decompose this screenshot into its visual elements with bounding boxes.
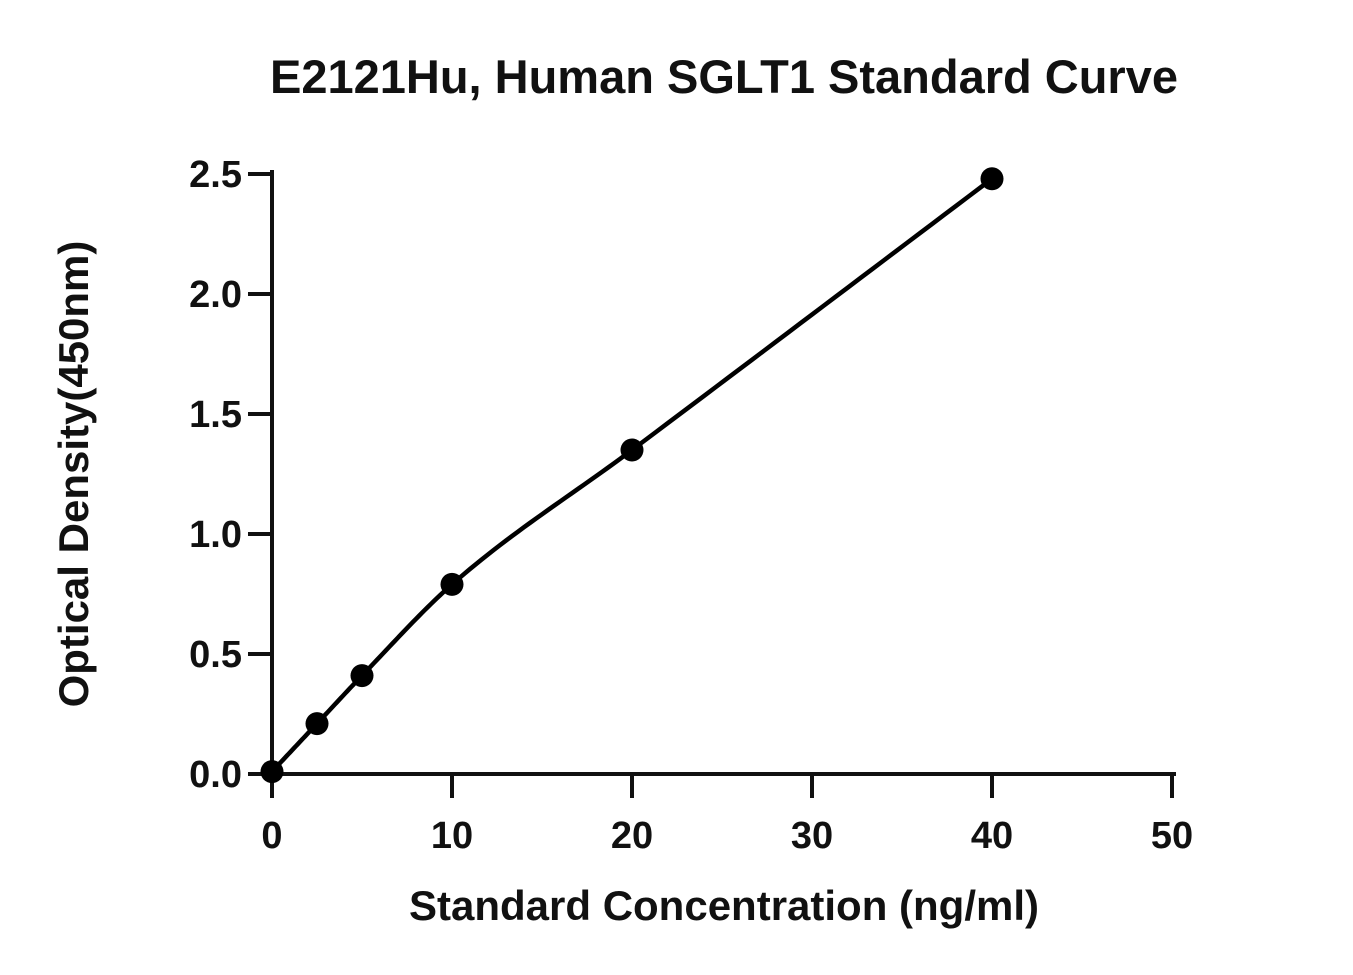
data-point xyxy=(620,438,644,462)
data-point xyxy=(440,572,464,596)
data-point xyxy=(260,760,284,784)
chart-title: E2121Hu, Human SGLT1 Standard Curve xyxy=(270,50,1178,103)
x-tick-label: 10 xyxy=(431,815,473,857)
x-tick-label: 20 xyxy=(611,815,653,857)
x-tick-label: 40 xyxy=(971,815,1013,857)
y-tick-label: 2.5 xyxy=(189,154,242,196)
x-axis: 0 10 20 30 40 50 xyxy=(261,772,1193,857)
y-tick-label: 2.0 xyxy=(189,274,242,316)
x-tick-label: 0 xyxy=(261,815,282,857)
x-tick-label: 50 xyxy=(1151,815,1193,857)
x-tick-label: 30 xyxy=(791,815,833,857)
y-tick-label: 1.0 xyxy=(189,514,242,556)
y-axis: 0.0 0.5 1.0 1.5 2.0 2.5 xyxy=(189,154,274,796)
fit-curve xyxy=(270,177,994,774)
x-axis-title: Standard Concentration (ng/ml) xyxy=(409,882,1039,929)
data-point xyxy=(980,167,1004,191)
data-point xyxy=(305,712,329,736)
y-tick-label: 0.5 xyxy=(189,634,242,676)
y-tick-label: 1.5 xyxy=(189,394,242,436)
y-axis-title: Optical Density(450nm) xyxy=(50,241,97,708)
y-tick-label: 0.0 xyxy=(189,754,242,796)
plot-area xyxy=(260,167,1004,784)
data-point xyxy=(350,664,374,688)
